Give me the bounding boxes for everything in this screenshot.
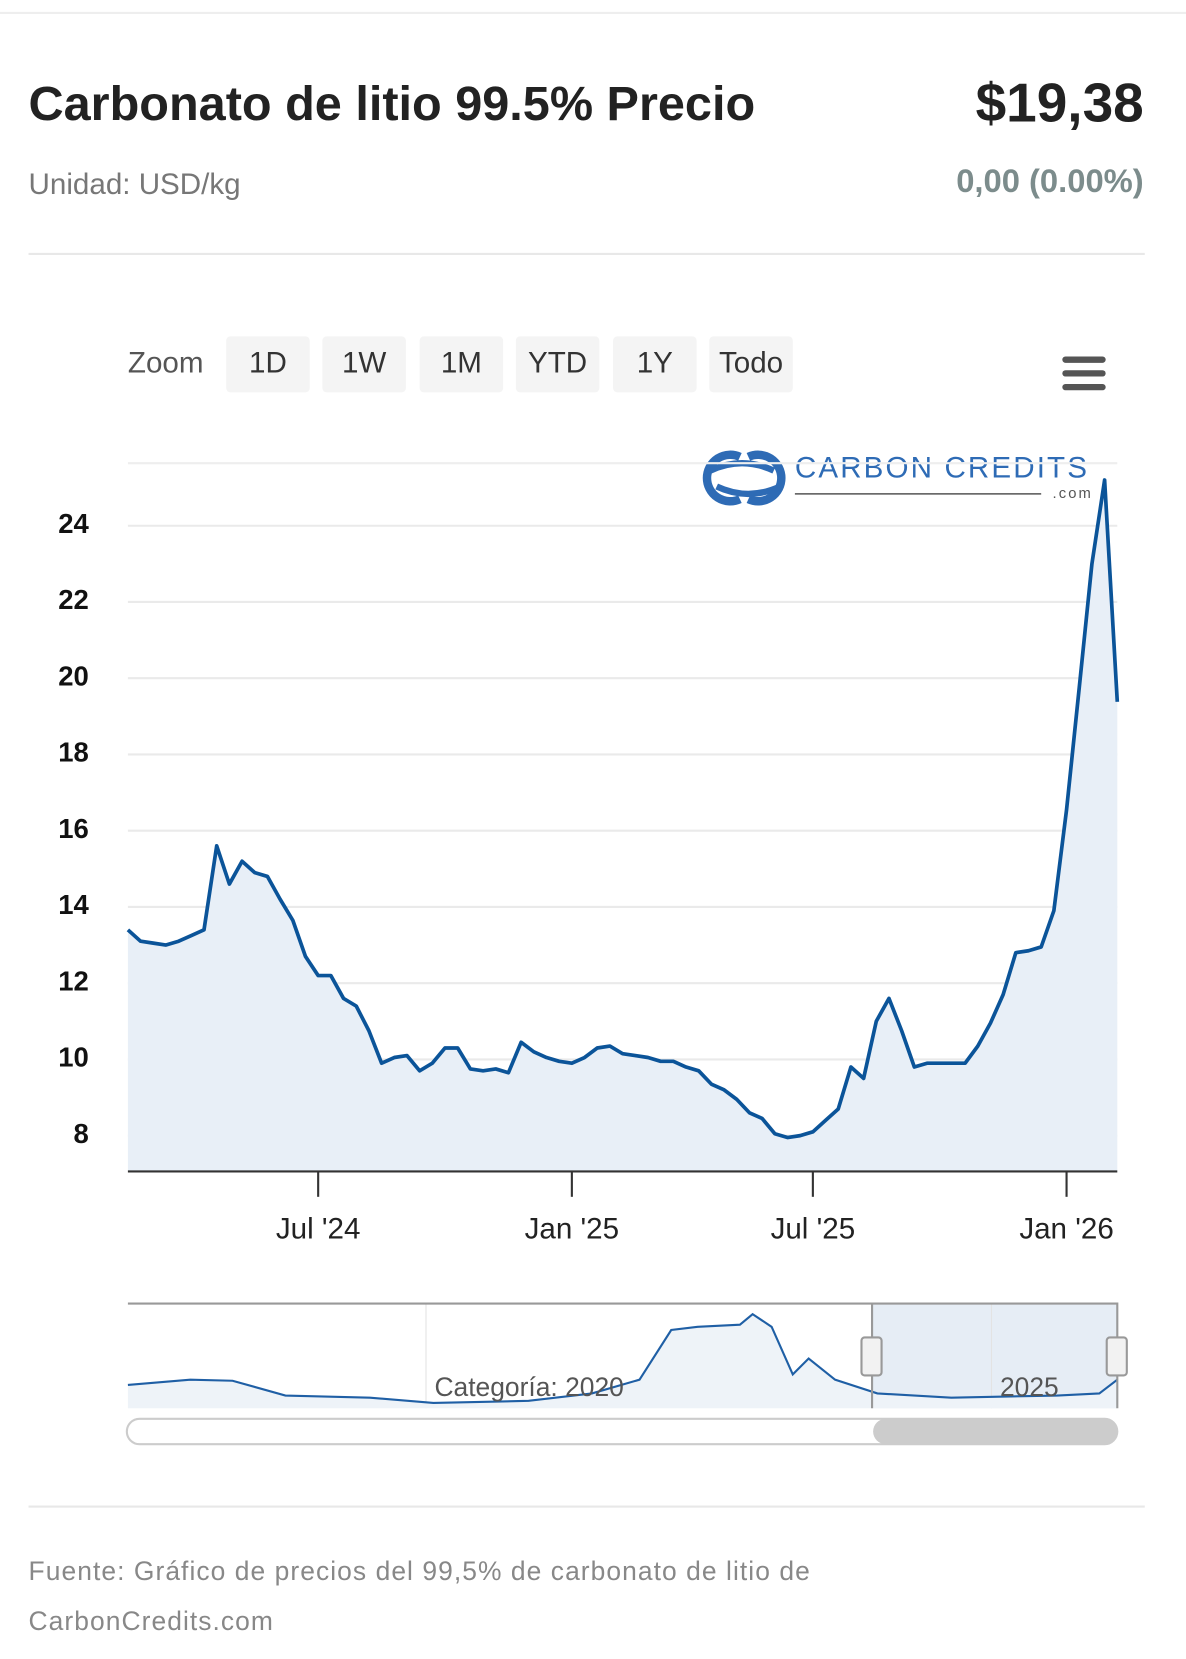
navigator-label: 2025	[1000, 1372, 1059, 1402]
footer-text: Fuente: Gráfico de precios del 99,5% de …	[29, 1556, 811, 1586]
logo-text: CARBON CREDITS	[795, 451, 1089, 484]
zoom-button[interactable]: Todo	[709, 336, 793, 393]
zoom-button-bg	[515, 336, 600, 393]
y-tick-label: 8	[74, 1118, 89, 1149]
zoom-button-bg	[709, 336, 793, 393]
y-tick-label: 22	[58, 584, 89, 615]
zoom-label: Zoom	[128, 347, 204, 380]
y-tick-label: 16	[58, 813, 89, 844]
y-tick-label: 20	[58, 660, 89, 691]
scrollbar-thumb[interactable]	[873, 1418, 1118, 1445]
footer-text: CarbonCredits.com	[29, 1606, 274, 1636]
zoom-button[interactable]: 1D	[226, 336, 310, 393]
zoom-button-label: YTD	[528, 347, 587, 380]
zoom-button-label: 1D	[249, 347, 287, 380]
zoom-button[interactable]: 1W	[322, 336, 406, 393]
x-tick-label: Jan '25	[525, 1212, 619, 1245]
menu-button[interactable]	[1062, 356, 1106, 391]
logo: CARBON CREDITS .com	[702, 450, 1092, 506]
y-tick-label: 10	[58, 1042, 89, 1073]
navigator-label: Categoría: 2020	[434, 1372, 623, 1402]
title: Carbonato de litio 99.5% Precio	[29, 77, 756, 131]
navigator-area	[127, 1314, 1118, 1409]
y-tick-label: 14	[58, 889, 89, 920]
navigator: Categoría: 2020 2025	[125, 1302, 1128, 1446]
zoom-button[interactable]: 1Y	[613, 336, 697, 393]
zoom-button[interactable]: 1M	[419, 336, 504, 393]
logo-icon	[708, 460, 782, 497]
logo-icon	[702, 450, 786, 506]
zoom-button-bg	[322, 336, 406, 393]
y-tick-label: 12	[58, 965, 89, 996]
zoom-button-label: 1W	[342, 347, 386, 380]
price: $19,38	[976, 72, 1144, 134]
zoom-button-bg	[226, 336, 310, 393]
area	[127, 480, 1118, 1172]
logo-suffix: .com	[1052, 486, 1092, 502]
plot: 8 10 12 14 16 18 20 22 24 Jul '24 Jan '25 Jul '25 Ja…	[58, 462, 1120, 1245]
zoom-button-bg	[419, 336, 504, 393]
x-tick-label: Jul '25	[771, 1212, 856, 1245]
navigator-handle[interactable]	[1105, 1336, 1128, 1377]
line	[126, 478, 1120, 1140]
unit: Unidad: USD/kg	[29, 168, 241, 201]
zoom-button-label: Todo	[719, 347, 783, 380]
x-tick-label: Jul '24	[276, 1212, 361, 1245]
navigator-line	[127, 1312, 1118, 1405]
navigator-handle[interactable]	[860, 1336, 883, 1377]
zoom-button[interactable]: YTD	[515, 336, 600, 393]
x-tick-label: Jan '26	[1019, 1212, 1113, 1245]
zoom-button-bg	[613, 336, 697, 393]
zoom-button-label: 1Y	[637, 347, 673, 380]
navigator-selection	[872, 1303, 1118, 1409]
y-tick-label: 24	[58, 508, 89, 539]
y-tick-label: 18	[58, 737, 89, 768]
change: 0,00 (0.00%)	[956, 162, 1144, 199]
zoom-button-label: 1M	[441, 347, 482, 380]
